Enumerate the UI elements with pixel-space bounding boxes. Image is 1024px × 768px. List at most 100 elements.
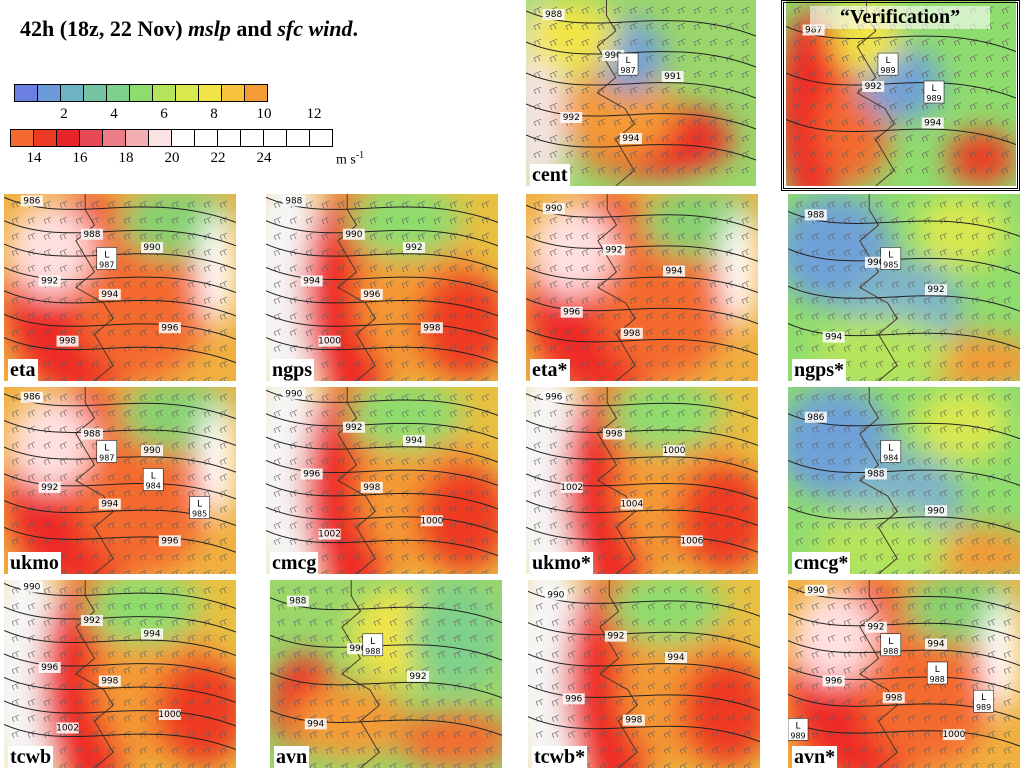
wind-barb bbox=[955, 505, 964, 514]
wind-barb bbox=[565, 22, 574, 31]
coastline bbox=[859, 387, 898, 574]
wind-barb bbox=[27, 216, 36, 225]
wind-barb bbox=[923, 762, 932, 768]
wind-barb bbox=[827, 441, 836, 450]
panel-avn: 988 990 992 994 L 988 avn bbox=[270, 580, 502, 768]
wind-barb bbox=[417, 376, 426, 381]
wind-barb bbox=[309, 634, 318, 643]
wind-barb bbox=[293, 666, 302, 675]
wind-barb bbox=[421, 602, 430, 611]
wind-barb bbox=[661, 86, 670, 95]
wind-barb bbox=[843, 393, 852, 402]
wind-barb bbox=[709, 200, 718, 209]
isobar-label: 994 bbox=[405, 436, 422, 446]
wind-barb bbox=[907, 344, 916, 353]
wind-barb bbox=[11, 602, 20, 611]
wind-barb bbox=[693, 441, 702, 450]
wind-barb bbox=[107, 537, 116, 546]
wind-barb bbox=[533, 521, 542, 530]
wind-barb bbox=[171, 602, 180, 611]
wind-barb bbox=[581, 86, 590, 95]
wind-barb bbox=[1003, 360, 1012, 369]
wind-barb bbox=[939, 441, 948, 450]
wind-barb bbox=[465, 569, 474, 574]
wind-barb bbox=[955, 569, 964, 574]
wind-barb bbox=[907, 666, 916, 675]
isobar-label-bg bbox=[804, 584, 827, 596]
wind-barb bbox=[59, 409, 68, 418]
wind-barb bbox=[357, 586, 366, 595]
wind-barb bbox=[843, 521, 852, 530]
wind-barb bbox=[985, 54, 994, 63]
wind-barb bbox=[389, 650, 398, 659]
wind-barb bbox=[709, 150, 718, 159]
wind-barb bbox=[647, 666, 656, 675]
wind-barb bbox=[955, 264, 964, 273]
wind-barb bbox=[677, 54, 686, 63]
wind-barb bbox=[907, 650, 916, 659]
wind-barb bbox=[583, 634, 592, 643]
wind-barb bbox=[661, 312, 670, 321]
wind-barb bbox=[305, 264, 314, 273]
wind-barb bbox=[709, 393, 718, 402]
wind-barb bbox=[923, 312, 932, 321]
wind-barb bbox=[305, 505, 314, 514]
wind-barb bbox=[971, 682, 980, 691]
wind-barb bbox=[661, 134, 670, 143]
wind-barb bbox=[889, 118, 898, 127]
wind-barb bbox=[859, 553, 868, 562]
wind-barb bbox=[27, 618, 36, 627]
wind-barb bbox=[203, 553, 212, 562]
wind-barb bbox=[741, 102, 750, 111]
wind-barb bbox=[187, 634, 196, 643]
isobar-label: 988 bbox=[807, 210, 824, 220]
wind-barb bbox=[809, 54, 818, 63]
wind-barb bbox=[921, 102, 930, 111]
wind-barb bbox=[987, 666, 996, 675]
wind-barb bbox=[385, 553, 394, 562]
wind-barb bbox=[795, 248, 804, 257]
wind-barb bbox=[277, 650, 286, 659]
wind-barb bbox=[565, 86, 574, 95]
wind-barb bbox=[549, 489, 558, 498]
wind-barb bbox=[43, 698, 52, 707]
isobar bbox=[788, 460, 1020, 486]
wind-barb bbox=[955, 393, 964, 402]
wind-barb bbox=[139, 666, 148, 675]
wind-barb bbox=[469, 730, 478, 739]
wind-barb bbox=[27, 537, 36, 546]
isobar bbox=[526, 446, 758, 473]
isobar-label-bg bbox=[300, 468, 323, 480]
wind-barb bbox=[123, 650, 132, 659]
wind-barb bbox=[693, 264, 702, 273]
wind-barb bbox=[437, 650, 446, 659]
isobar-label-bg bbox=[20, 195, 43, 207]
isobar-label: 990 bbox=[23, 583, 40, 593]
wind-barb bbox=[59, 441, 68, 450]
wind-barb bbox=[337, 312, 346, 321]
panel-tcwb: 990 992 994 996 998 1000 1002 tcwb bbox=[4, 580, 236, 768]
color-swatch bbox=[263, 129, 287, 147]
wind-barb bbox=[923, 393, 932, 402]
wind-barb bbox=[677, 102, 686, 111]
wind-barb bbox=[971, 762, 980, 768]
coastline bbox=[597, 387, 636, 574]
color-swatch bbox=[171, 129, 195, 147]
wind-barb bbox=[417, 569, 426, 574]
wind-barb bbox=[565, 328, 574, 337]
isobar-label-bg bbox=[602, 50, 625, 61]
wind-barb bbox=[645, 280, 654, 289]
wind-barb bbox=[661, 38, 670, 47]
wind-barb bbox=[629, 150, 638, 159]
wind-barb bbox=[203, 360, 212, 369]
wind-barb bbox=[581, 150, 590, 159]
coastline bbox=[75, 194, 114, 381]
isobar-label: 1000 bbox=[158, 710, 181, 720]
wind-barb bbox=[581, 6, 590, 15]
isobar bbox=[266, 290, 498, 317]
wind-barb bbox=[891, 762, 900, 768]
wind-barb bbox=[433, 393, 442, 402]
wind-speed-field bbox=[530, 203, 615, 297]
wind-barb bbox=[971, 216, 980, 225]
wind-barb bbox=[535, 618, 544, 627]
